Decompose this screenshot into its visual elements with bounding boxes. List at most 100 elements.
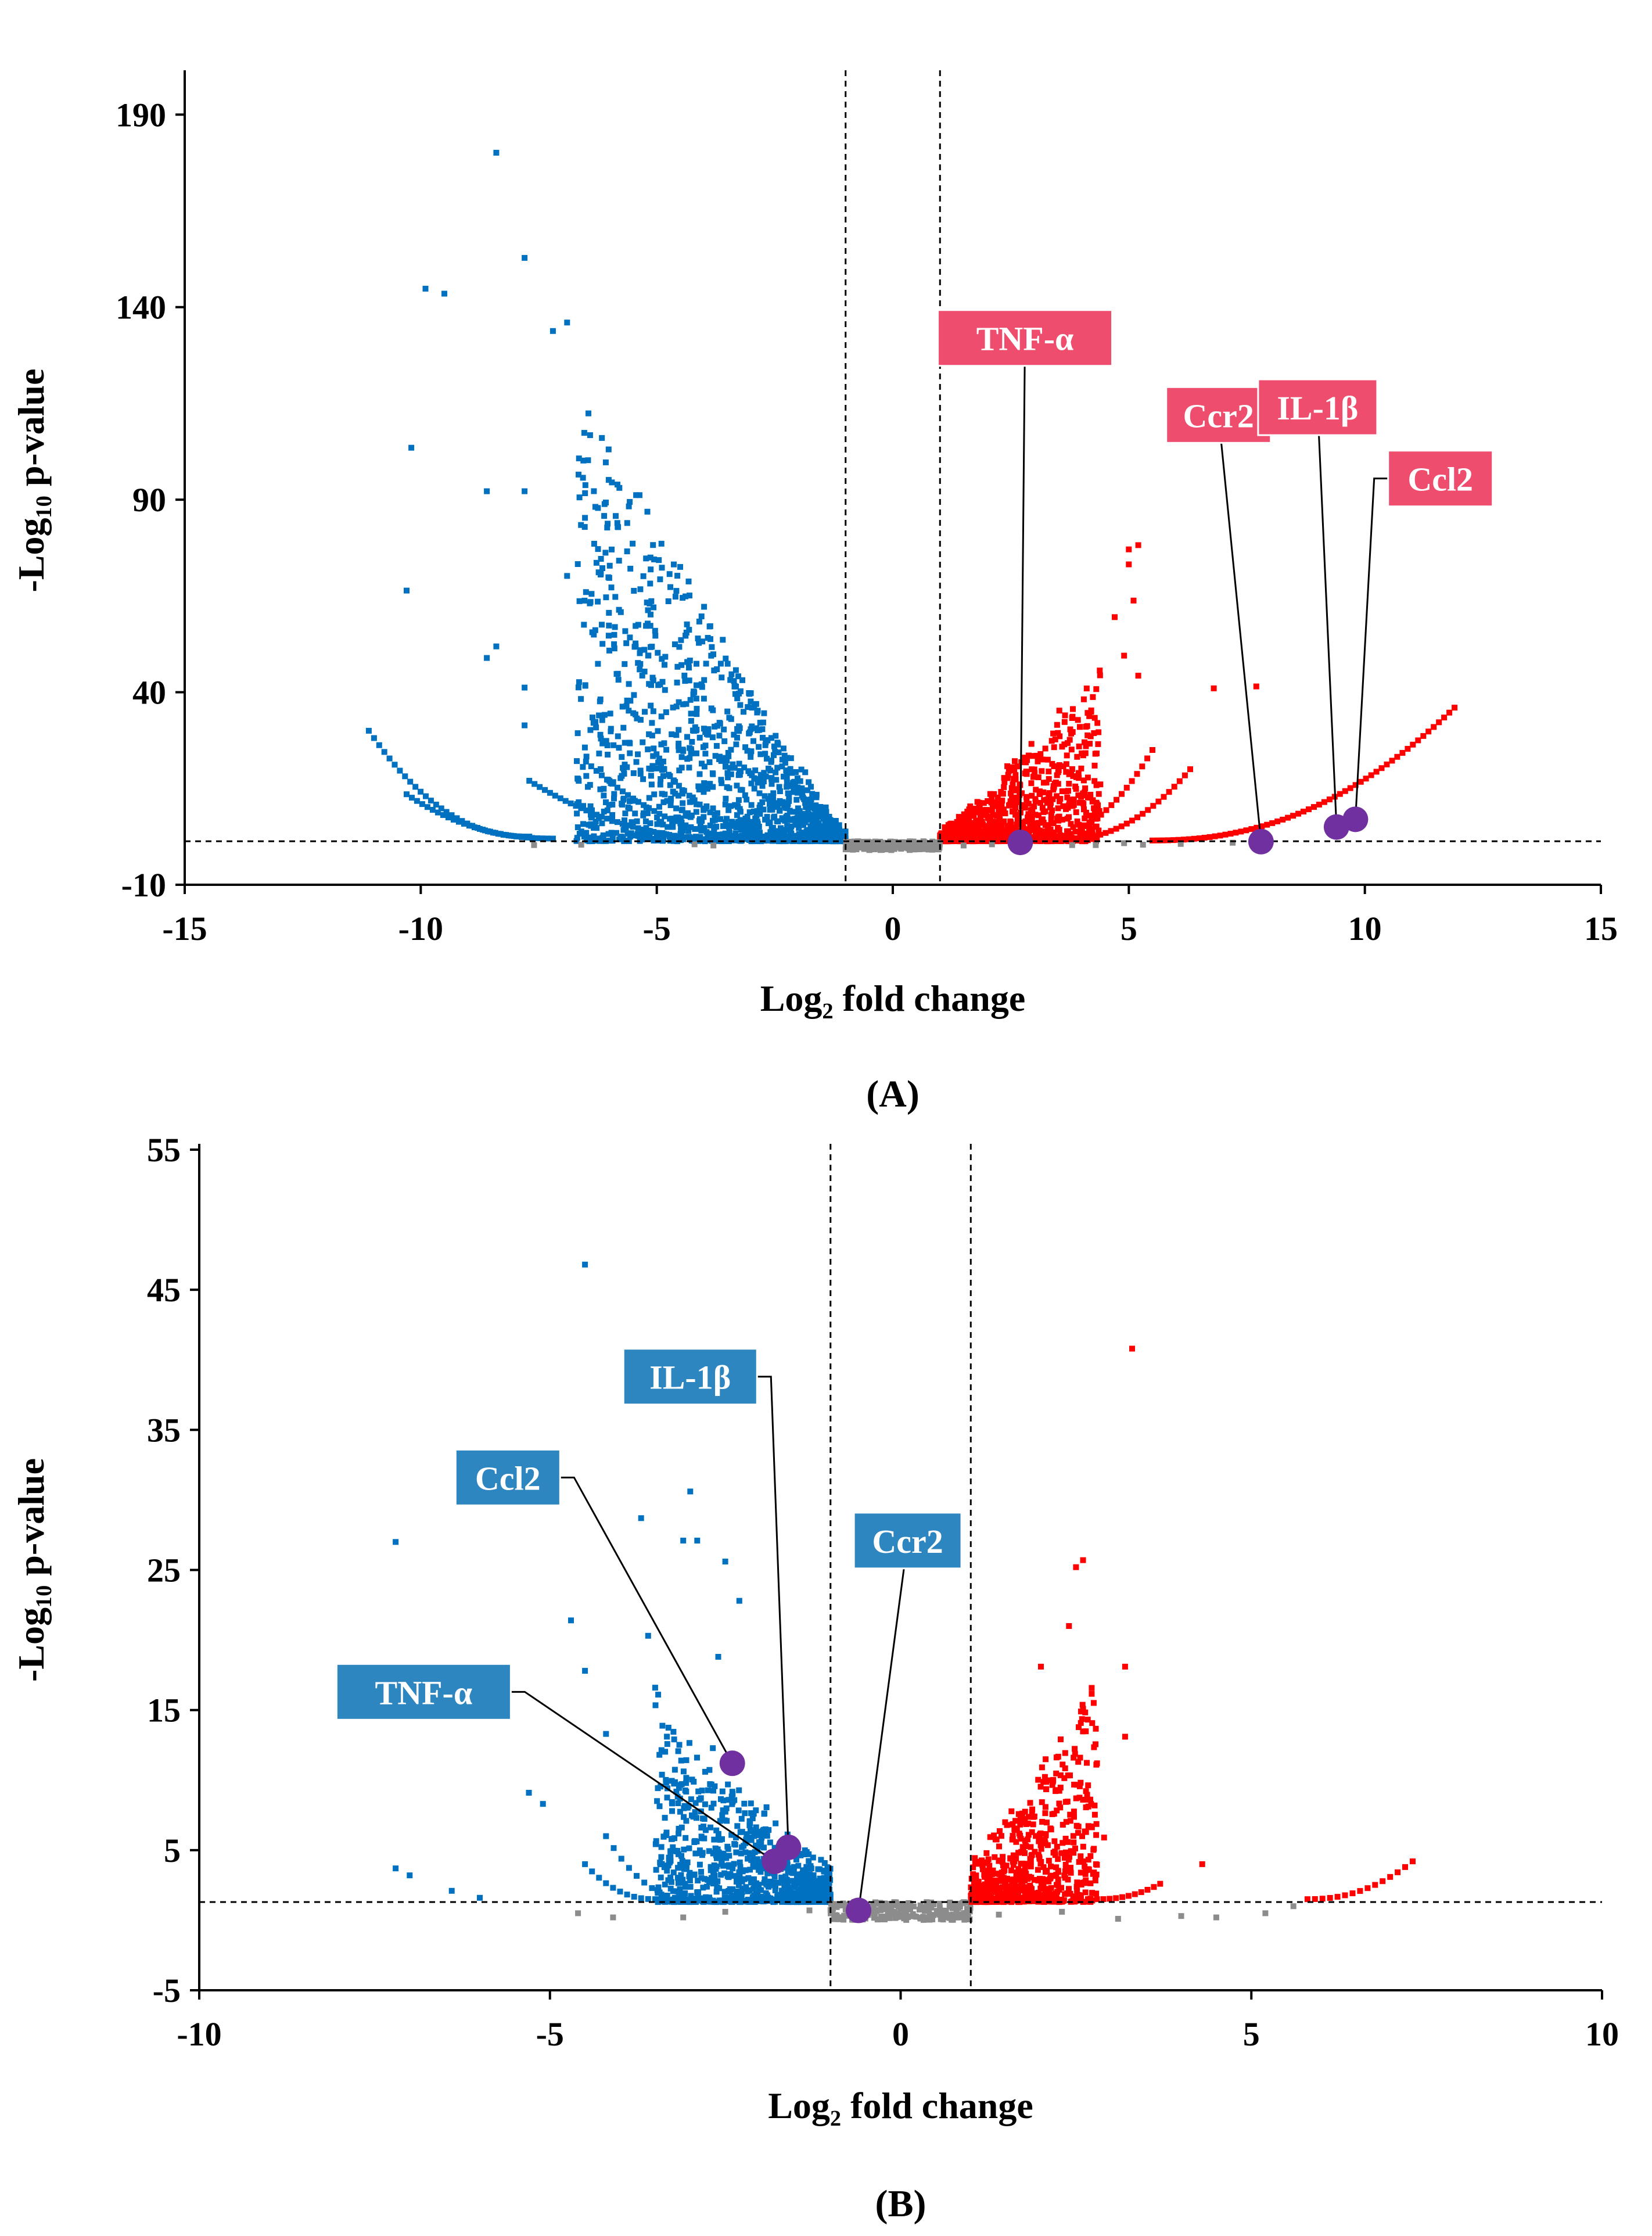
not-significant-point: [888, 840, 895, 846]
down-regulated-point: [674, 573, 681, 579]
up-regulated-point: [1092, 833, 1098, 839]
down-regulated-point: [759, 833, 765, 839]
down-regulated-point: [677, 1782, 683, 1788]
up-regulated-point: [1005, 771, 1011, 778]
down-regulated-point: [625, 792, 631, 798]
up-regulated-point: [1071, 1850, 1077, 1856]
gene-callout-tnf-: TNF-α: [937, 309, 1114, 856]
down-regulated-point: [759, 726, 766, 733]
up-regulated-point: [1051, 1811, 1057, 1817]
down-regulated-point: [798, 1852, 804, 1858]
up-regulated-point: [1023, 1843, 1029, 1849]
up-regulated-point: [1018, 1849, 1024, 1855]
up-regulated-point: [1399, 750, 1406, 756]
up-regulated-point: [1002, 810, 1008, 817]
down-regulated-point: [529, 835, 535, 841]
down-regulated-point: [738, 1815, 745, 1822]
up-regulated-point: [973, 1872, 979, 1879]
down-regulated-point: [796, 825, 802, 831]
down-regulated-point: [680, 1896, 686, 1902]
down-regulated-point: [748, 1879, 754, 1886]
panel-label: (A): [866, 1073, 920, 1115]
down-regulated-point: [681, 1805, 687, 1811]
down-regulated-point: [713, 1863, 720, 1869]
down-regulated-point: [652, 633, 659, 639]
down-regulated-point: [647, 832, 653, 838]
down-regulated-point: [757, 751, 764, 758]
down-regulated-point: [676, 644, 683, 650]
down-regulated-point: [587, 599, 594, 605]
not-significant-point: [1121, 840, 1127, 846]
y-tick-label: 190: [116, 96, 166, 134]
down-regulated-point: [557, 795, 563, 802]
down-regulated-point: [550, 328, 556, 334]
up-regulated-point: [1054, 793, 1060, 799]
down-regulated-point: [744, 796, 750, 803]
down-regulated-point: [675, 1880, 681, 1886]
down-regulated-point: [779, 1898, 785, 1905]
up-regulated-point: [1062, 1836, 1069, 1842]
not-significant-point: [1178, 1913, 1184, 1919]
up-regulated-point: [1037, 751, 1044, 757]
down-regulated-point: [755, 708, 761, 714]
down-regulated-point: [702, 742, 709, 749]
up-regulated-point: [1063, 1819, 1069, 1825]
down-regulated-point: [531, 781, 538, 787]
down-regulated-point: [731, 683, 738, 689]
down-regulated-point: [611, 795, 617, 802]
down-regulated-point: [708, 1804, 714, 1811]
down-regulated-point: [703, 829, 710, 835]
down-regulated-point: [631, 644, 638, 650]
down-regulated-point: [691, 1872, 697, 1878]
up-regulated-point: [1037, 1886, 1044, 1892]
down-regulated-point: [614, 784, 620, 791]
down-regulated-point: [637, 647, 644, 654]
down-regulated-point: [732, 830, 739, 837]
up-regulated-point: [1025, 801, 1032, 807]
down-regulated-point: [648, 682, 654, 688]
down-regulated-point: [589, 629, 595, 636]
down-regulated-point: [605, 477, 612, 483]
down-regulated-point: [701, 1824, 706, 1830]
not-significant-point: [881, 1906, 888, 1912]
up-regulated-point: [1012, 805, 1018, 811]
up-regulated-point: [1033, 1833, 1039, 1839]
up-regulated-point: [1079, 1833, 1085, 1839]
down-regulated-point: [617, 609, 624, 615]
up-regulated-point: [1053, 1895, 1059, 1901]
up-regulated-point: [1410, 741, 1416, 748]
y-tick-label: 140: [116, 289, 166, 326]
up-regulated-point: [1096, 827, 1102, 834]
up-regulated-point: [999, 1859, 1005, 1865]
up-regulated-point: [1132, 1891, 1138, 1897]
down-regulated-point: [701, 1816, 708, 1822]
down-regulated-point: [665, 1725, 671, 1731]
up-regulated-point: [1066, 1623, 1072, 1629]
series-down-regulated: [365, 149, 849, 845]
down-regulated-point: [605, 574, 612, 580]
down-regulated-point: [609, 802, 616, 807]
up-regulated-point: [1380, 1878, 1386, 1885]
down-regulated-point: [753, 1842, 759, 1849]
down-regulated-point: [737, 1873, 743, 1879]
down-regulated-point: [729, 1899, 735, 1905]
down-regulated-point: [708, 1875, 714, 1881]
down-regulated-point: [808, 803, 814, 809]
up-regulated-point: [1084, 1792, 1090, 1798]
down-regulated-point: [744, 824, 750, 830]
down-regulated-point: [696, 771, 703, 777]
down-regulated-point: [737, 817, 744, 823]
up-regulated-point: [1056, 1800, 1062, 1807]
up-regulated-point: [991, 1883, 997, 1889]
not-significant-point: [906, 1904, 912, 1910]
down-regulated-point: [680, 1537, 687, 1544]
down-regulated-point: [673, 1789, 680, 1795]
not-significant-point: [958, 1914, 964, 1921]
down-regulated-point: [795, 1862, 802, 1869]
down-regulated-point: [721, 726, 727, 733]
down-regulated-point: [663, 709, 669, 715]
up-regulated-point: [1036, 1838, 1042, 1844]
down-regulated-point: [753, 725, 759, 731]
up-regulated-point: [1010, 1857, 1016, 1863]
